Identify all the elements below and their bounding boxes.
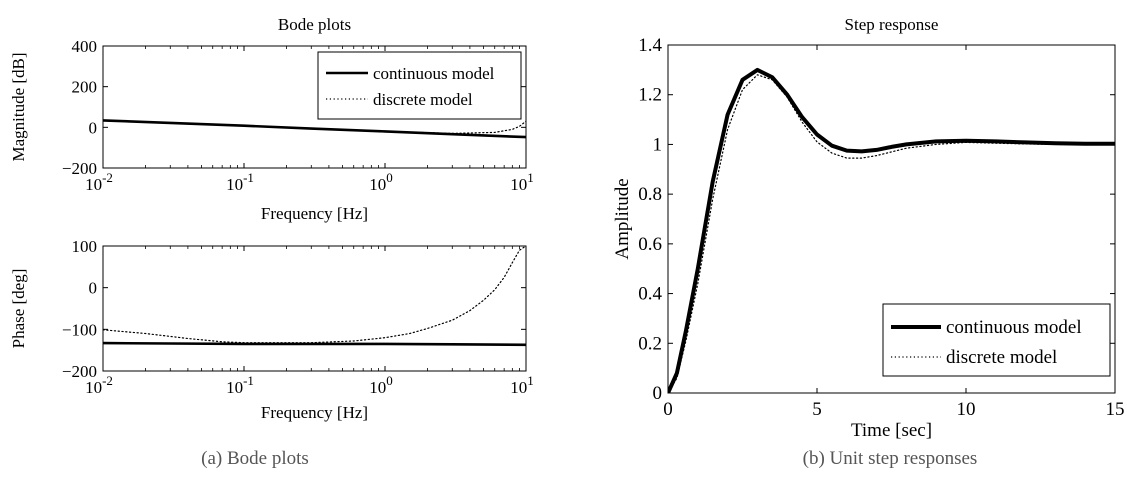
x-tick-base: 10: [85, 175, 102, 194]
x-tick-label: 15: [1106, 399, 1125, 420]
y-axis-label: Phase [deg]: [9, 269, 28, 349]
y-axis-label: Magnitude [dB]: [9, 52, 28, 161]
x-tick-exponent: -1: [243, 373, 254, 388]
legend-box: [882, 303, 1111, 377]
y-tick-label: 0.2: [638, 333, 662, 354]
x-tick-label: 101: [510, 170, 534, 194]
series-line-continuous: [103, 341, 526, 347]
series-group: [103, 119, 526, 139]
x-tick-label: 100: [369, 373, 393, 397]
x-tick-exponent: -1: [243, 170, 254, 185]
plot-frame: [102, 45, 527, 169]
legend-label: continuous model: [946, 317, 1082, 338]
x-tick-exponent: 0: [386, 373, 393, 388]
y-tick-label: 0.6: [638, 234, 662, 255]
plot-frame: [667, 44, 1116, 394]
x-tick-exponent: 0: [386, 170, 393, 185]
y-tick-label: 0.4: [638, 284, 662, 305]
x-tick-label: 10-2: [85, 373, 113, 397]
x-tick-base: 10: [510, 378, 527, 397]
y-tick-label: 200: [72, 78, 98, 97]
x-tick-label: 10-1: [226, 373, 254, 397]
step-response-plot: 0 5 10 15 0 0.2 0.4 0.6 0.8 1 1.2 1.4 Time [sec] Ampl…: [612, 15, 1125, 441]
y-tick-label: −200: [62, 362, 97, 381]
y-tick-label: −100: [62, 320, 97, 339]
y-tick-label: 0: [89, 279, 98, 298]
y-tick-label: 400: [72, 37, 98, 56]
y-tick-label: 0.8: [638, 184, 662, 205]
y-tick-label: 1.2: [638, 85, 662, 106]
x-tick-base: 10: [226, 175, 243, 194]
legend-label: discrete model: [373, 90, 473, 109]
x-axis-label: Frequency [Hz]: [261, 204, 368, 223]
caption-b: (b) Unit step responses: [802, 448, 978, 469]
y-tick-label: 1: [653, 134, 663, 155]
x-tick-label: 101: [510, 373, 534, 397]
series-line-discrete: [103, 246, 526, 344]
x-tick-base: 10: [226, 378, 243, 397]
series-line-continuous: [103, 119, 526, 139]
x-tick-label: 5: [812, 399, 822, 420]
series-line-continuous: [668, 67, 1115, 393]
x-tick-base: 10: [369, 378, 386, 397]
x-tick-exponent: 1: [527, 373, 534, 388]
y-tick-label: −200: [62, 159, 97, 178]
series-group: [103, 246, 526, 347]
x-tick-base: 10: [510, 175, 527, 194]
plot-title: Step response: [845, 15, 939, 34]
legend-box: [317, 51, 522, 120]
x-tick-exponent: 1: [527, 170, 534, 185]
series-group: [668, 67, 1115, 393]
x-tick-label: 10: [957, 399, 976, 420]
y-tick-label: 100: [72, 237, 98, 256]
y-tick-label: 0: [89, 118, 98, 137]
y-tick-label: 1.4: [638, 35, 662, 56]
x-tick-label: 100: [369, 170, 393, 194]
x-tick-exponent: -2: [102, 373, 113, 388]
x-axis-label: Frequency [Hz]: [261, 403, 368, 422]
series-line-discrete: [668, 74, 1115, 393]
x-tick-exponent: -2: [102, 170, 113, 185]
x-axis-label: Time [sec]: [851, 420, 932, 441]
x-tick-label: 10-2: [85, 170, 113, 194]
x-tick-label: 0: [663, 399, 673, 420]
y-axis-label: Amplitude: [612, 178, 633, 259]
x-tick-base: 10: [369, 175, 386, 194]
x-tick-label: 10-1: [226, 170, 254, 194]
legend-label: continuous model: [373, 64, 495, 83]
x-tick-base: 10: [85, 378, 102, 397]
legend-label: discrete model: [946, 347, 1057, 368]
series-line-discrete: [103, 119, 526, 134]
plot-title: Bode plots: [278, 15, 351, 34]
plot-frame: [102, 245, 527, 372]
caption-a: (a) Bode plots: [201, 448, 309, 469]
y-tick-label: 0: [653, 383, 663, 404]
